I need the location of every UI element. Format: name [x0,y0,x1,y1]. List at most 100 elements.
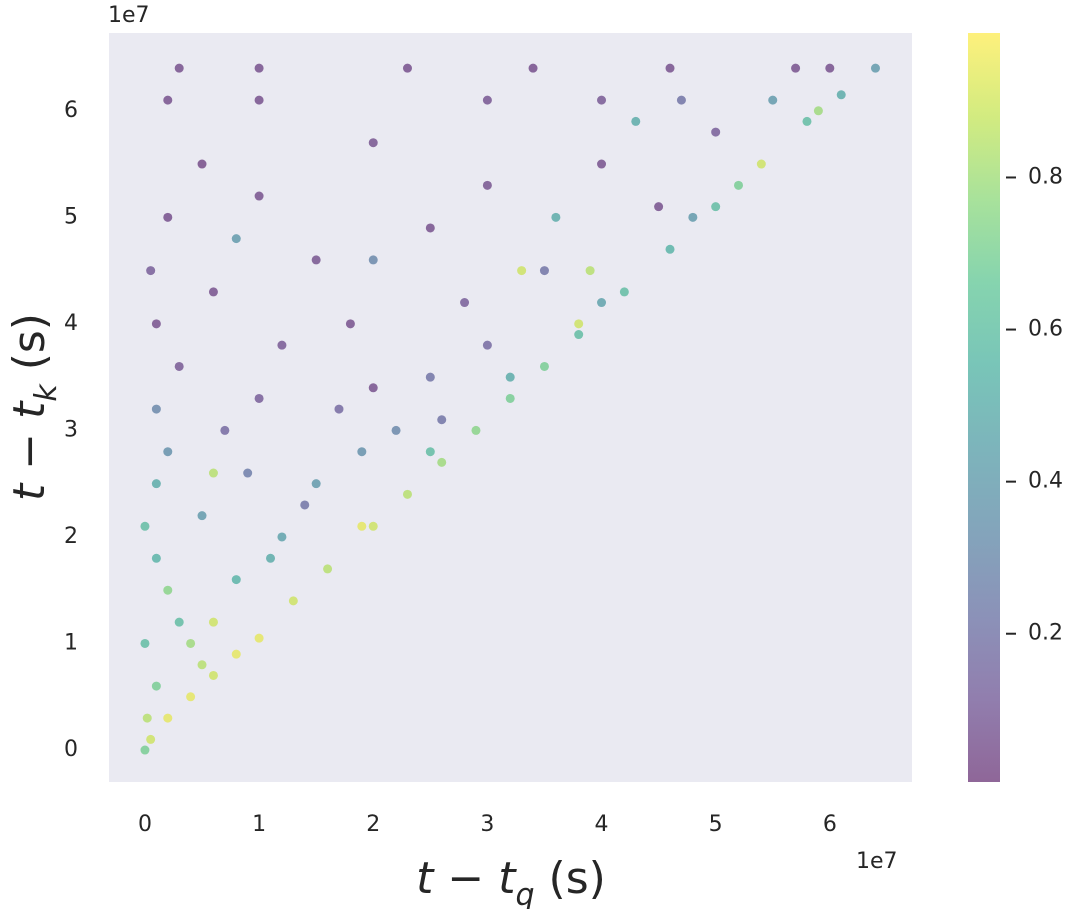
point [425,223,435,233]
colorbar-tick-label: 0.8 [1028,164,1063,189]
point [597,298,607,308]
point [551,212,561,222]
point [711,127,721,137]
point [734,180,744,190]
point [574,319,584,329]
point [482,95,492,105]
point [151,479,161,489]
point [151,404,161,414]
point [368,521,378,531]
point [323,564,333,574]
point [163,447,173,457]
colorbar [968,33,1000,782]
point [368,383,378,393]
point [345,319,355,329]
point [220,425,230,435]
point [254,63,264,73]
x-tick-label: 2 [366,812,380,837]
point [277,532,287,542]
y-label-unit: (s) [4,313,55,384]
point [402,489,412,499]
point [654,202,664,212]
point [437,457,447,467]
point [402,63,412,73]
point [425,447,435,457]
point [163,212,173,222]
x-offset: 1e7 [856,849,898,874]
point [870,63,880,73]
point [802,116,812,126]
y-label-main: t − t [4,400,55,501]
point [311,255,321,265]
y-tick-label: 5 [64,204,78,229]
point [231,234,241,244]
point [665,63,675,73]
point [208,468,218,478]
point [174,361,184,371]
point [163,95,173,105]
point [186,638,196,648]
point [585,266,595,276]
point [631,116,641,126]
point [597,95,607,105]
point [142,713,152,723]
point [300,500,310,510]
point [836,90,846,100]
point [425,372,435,382]
y-tick-label: 3 [64,417,78,442]
point [460,298,470,308]
point [505,393,515,403]
plot-area [109,33,912,782]
point [756,159,766,169]
x-tick-label: 1 [252,812,266,837]
point [482,180,492,190]
point [231,575,241,585]
point [311,479,321,489]
y-tick-label: 1 [64,630,78,655]
point [676,95,686,105]
y-tick-label: 2 [64,524,78,549]
x-tick-label: 0 [138,812,152,837]
point [151,681,161,691]
point [140,638,150,648]
y-axis-label: t − tk (s) [4,313,64,501]
point [528,63,538,73]
point [254,191,264,201]
point [357,447,367,457]
point [505,372,515,382]
x-label-main: t − t [416,853,517,904]
point [231,649,241,659]
point [539,361,549,371]
point [197,159,207,169]
x-tick-label: 6 [823,812,837,837]
point [277,340,287,350]
x-label-unit: (s) [535,853,606,904]
point [391,425,401,435]
point [174,617,184,627]
point [266,553,276,563]
point [208,287,218,297]
y-tick-label: 4 [64,311,78,336]
point [163,585,173,595]
point [768,95,778,105]
points [140,63,880,755]
point [197,660,207,670]
point [254,393,264,403]
point [688,212,698,222]
point [288,596,298,606]
x-tick-label: 3 [480,812,494,837]
point [163,713,173,723]
point [254,95,264,105]
point [140,521,150,531]
point [140,745,150,755]
x-tick-label: 4 [595,812,609,837]
x-tick-label: 5 [709,812,723,837]
point [208,617,218,627]
point [517,266,527,276]
point [243,468,253,478]
point [208,670,218,680]
point [146,266,156,276]
point [574,330,584,340]
point [471,425,481,435]
